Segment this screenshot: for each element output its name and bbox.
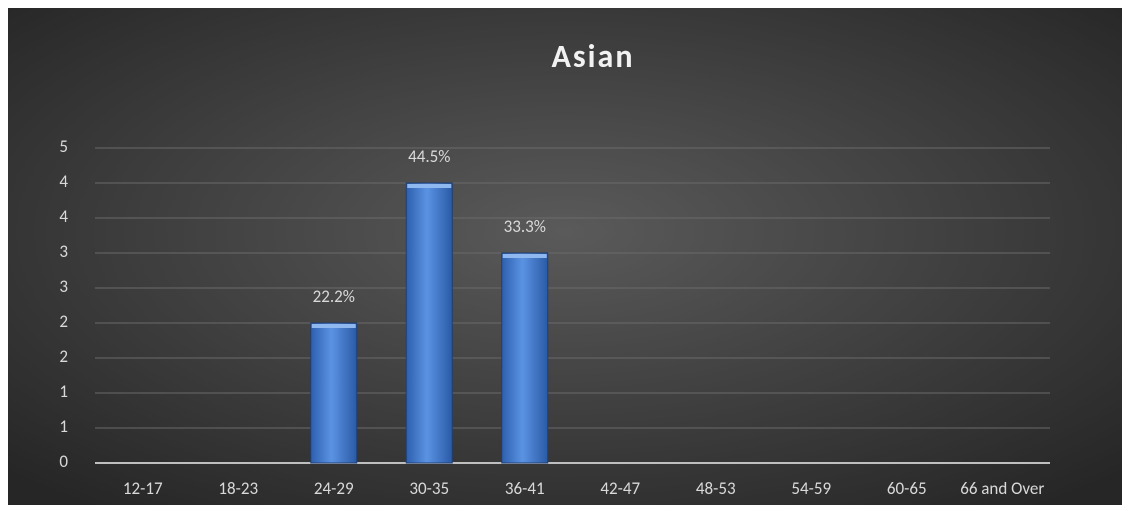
x-tick-label: 18-23 [218, 478, 258, 499]
bar [501, 252, 549, 464]
bar-bevel [311, 324, 356, 328]
y-tick-label: 3 [59, 276, 68, 297]
y-tick-label: 2 [59, 311, 68, 332]
y-tick-label: 4 [59, 206, 68, 227]
chart-title: Asian [552, 37, 635, 76]
bar [310, 322, 358, 464]
x-tick-label: 24-29 [314, 478, 354, 499]
y-tick-label: 2 [59, 346, 68, 367]
x-tick-label: 36-41 [505, 478, 545, 499]
y-tick-label: 1 [59, 416, 68, 437]
x-tick-label: 60-65 [887, 478, 927, 499]
y-tick-label: 0 [59, 451, 68, 472]
x-tick-label: 66 and Over [960, 478, 1044, 499]
x-tick-label: 42-47 [600, 478, 640, 499]
x-tick-label: 48-53 [696, 478, 736, 499]
y-tick-label: 5 [59, 136, 68, 157]
data-label: 33.3% [504, 216, 546, 237]
data-label: 44.5% [408, 146, 450, 167]
x-tick-label: 30-35 [409, 478, 449, 499]
chart-background [8, 8, 1122, 505]
y-tick-label: 1 [59, 381, 68, 402]
data-label: 22.2% [313, 286, 355, 307]
y-tick-label: 3 [59, 241, 68, 262]
x-tick-label: 12-17 [123, 478, 163, 499]
bar [405, 182, 453, 464]
bar-bevel [407, 184, 452, 188]
x-tick-label: 54-59 [791, 478, 831, 499]
y-tick-label: 4 [59, 171, 68, 192]
bar-bevel [502, 254, 547, 258]
